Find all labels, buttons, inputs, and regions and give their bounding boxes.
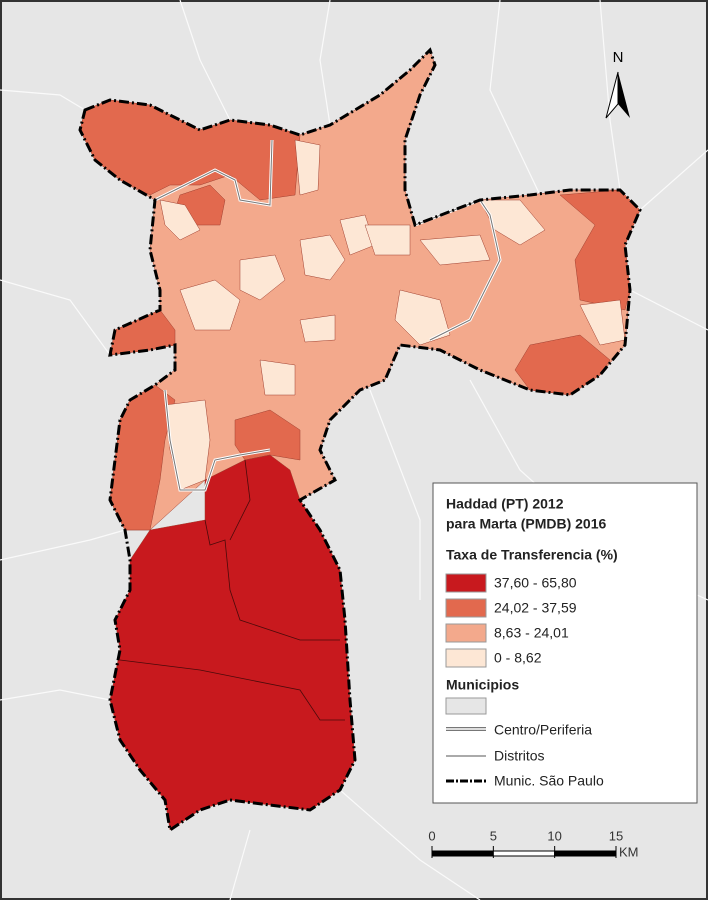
legend-subtitle: Taxa de Transferencia (%) (446, 547, 618, 563)
district-area (259, 359, 296, 396)
scale-segment (554, 850, 617, 857)
north-label: N (613, 49, 624, 66)
district-area (559, 189, 641, 311)
municipal-outline (78, 47, 642, 833)
scale-tick-label: 5 (490, 828, 497, 843)
sao-paulo-districts (78, 47, 642, 833)
district-area (299, 234, 346, 281)
district-area (179, 279, 241, 331)
district-area (239, 254, 286, 301)
district-area (419, 234, 491, 266)
legend-line-label: Centro/Periferia (494, 722, 592, 738)
legend-swatch (445, 573, 487, 593)
legend-title: para Marta (PMDB) 2016 (446, 516, 606, 532)
legend-swatch (445, 623, 487, 643)
district-area (514, 334, 611, 396)
district-area (364, 224, 411, 256)
scale-unit: KM (619, 844, 639, 859)
scale-segment (492, 850, 556, 857)
legend-swatch (445, 648, 487, 668)
legend-class-label: 0 - 8,62 (494, 650, 542, 666)
legend-line-label: Distritos (494, 748, 545, 764)
legend-layers-title: Municipios (446, 677, 519, 693)
district-area (234, 409, 301, 461)
legend-class-label: 37,60 - 65,80 (494, 575, 577, 591)
legend-title: Haddad (PT) 2012 (446, 496, 564, 512)
legend-class-label: 24,02 - 37,59 (494, 600, 577, 616)
north-arrow: N (605, 49, 630, 119)
legend: Haddad (PT) 2012 para Marta (PMDB) 2016 … (432, 482, 698, 804)
district-area (294, 139, 321, 196)
district-area (394, 289, 451, 346)
scale-tick-label: 10 (547, 828, 561, 843)
legend-class-label: 8,63 - 24,01 (494, 625, 569, 641)
legend-box (432, 482, 698, 804)
scale-tick-label: 15 (609, 828, 623, 843)
municipios-swatch (445, 697, 487, 715)
district-area (299, 314, 336, 343)
scale-tick-label: 0 (428, 828, 435, 843)
scale-segment (431, 850, 494, 857)
legend-line-label: Munic. São Paulo (494, 773, 604, 789)
district-area (159, 199, 201, 241)
legend-swatch (445, 598, 487, 618)
